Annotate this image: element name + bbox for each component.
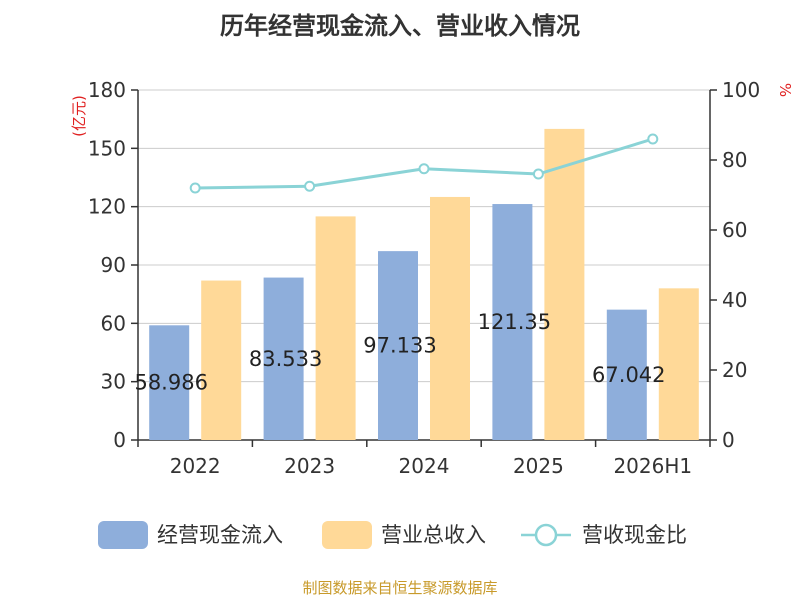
bar-cash-inflow (492, 204, 533, 440)
data-labels: 58.986 83.533 97.133 121.35 67.042 (134, 310, 665, 395)
legend-swatch-cash-inflow (98, 521, 148, 549)
x-tick-label: 2024 (399, 454, 450, 478)
ratio-point (647, 133, 659, 145)
left-tick-label: 150 (88, 136, 126, 160)
ratio-point (418, 163, 430, 175)
ratio-line (189, 133, 659, 194)
x-tick-label: 2025 (513, 454, 564, 478)
bar-cash-inflow (378, 251, 418, 440)
right-axis-unit: % (776, 83, 794, 97)
data-label: 67.042 (592, 363, 665, 387)
bar-revenue (544, 128, 585, 440)
left-tick-label: 90 (101, 253, 126, 277)
right-tick-label: 60 (722, 218, 747, 242)
ratio-point (304, 180, 316, 192)
data-label: 83.533 (249, 347, 322, 371)
bar-cash-inflow (263, 277, 304, 440)
legend-label-cash-inflow: 经营现金流入 (157, 523, 283, 547)
ratio-point (189, 182, 201, 194)
left-tick-label: 120 (88, 195, 126, 219)
bar-revenue (430, 196, 470, 440)
source-note: 制图数据来自恒生聚源数据库 (302, 579, 497, 597)
legend: 经营现金流入 营业总收入 营收现金比 (98, 521, 687, 549)
x-tick-label: 2026H1 (613, 454, 692, 478)
left-tick-label: 0 (113, 428, 126, 452)
bars (149, 128, 699, 440)
left-tick-label: 60 (101, 311, 126, 335)
left-tick-label: 30 (101, 370, 126, 394)
right-tick-label: 0 (722, 428, 735, 452)
legend-label-revenue: 营业总收入 (381, 523, 486, 547)
legend-swatch-revenue (322, 521, 372, 549)
right-tick-label: 40 (722, 288, 747, 312)
chart-title: 历年经营现金流入、营业收入情况 (220, 12, 580, 40)
data-label: 121.35 (478, 310, 551, 334)
legend-label-ratio: 营收现金比 (582, 523, 687, 547)
bar-cash-inflow (149, 325, 190, 440)
data-label: 58.986 (134, 371, 207, 395)
bar-revenue (658, 288, 699, 440)
right-tick-label: 80 (722, 148, 747, 172)
left-axis-unit: (亿元) (70, 95, 88, 137)
data-label: 97.133 (363, 334, 436, 358)
bar-cash-inflow (606, 309, 647, 440)
bar-revenue (201, 280, 242, 440)
right-tick-label: 100 (722, 78, 760, 102)
legend-marker-ratio (534, 523, 558, 547)
bar-revenue (315, 216, 356, 440)
ratio-point (532, 168, 544, 180)
tick-labels: 0 30 60 90 120 150 180 0 20 40 60 80 100 2022 2023 2024… (88, 78, 760, 478)
x-tick-label: 2022 (170, 454, 221, 478)
x-tick-label: 2023 (284, 454, 335, 478)
right-tick-label: 20 (722, 358, 747, 382)
left-tick-label: 180 (88, 78, 126, 102)
